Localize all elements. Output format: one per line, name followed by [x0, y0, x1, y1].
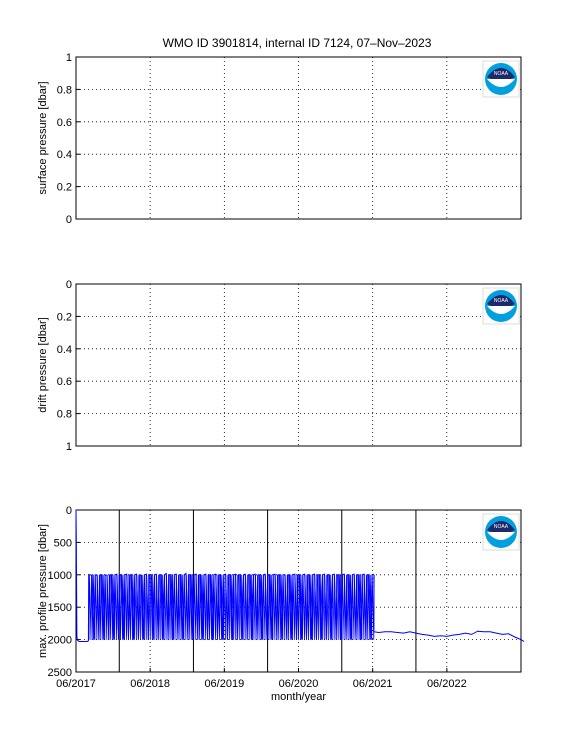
y-tick-label: 0: [66, 505, 72, 517]
y-tick-label: 0.6: [57, 117, 72, 129]
y-axis-label: drift pressure [dbar]: [37, 317, 49, 412]
x-tick-label: 06/2021: [353, 678, 393, 690]
logo-text: NOAA: [494, 71, 509, 77]
x-tick-label: 06/2020: [279, 678, 319, 690]
y-tick-label: 2500: [48, 667, 72, 679]
y-tick-label: 1: [66, 52, 72, 64]
series-oscillation: [88, 574, 375, 640]
panel-3: 0 500 1000 1500 2000 2500 max. profile pressur…: [37, 505, 525, 703]
panels: 0 0.2 0.4 0.6 0.8 1 surface pressure [dbar] NOA…: [37, 52, 525, 703]
y-tick-label: 0: [66, 214, 72, 226]
logo-text: NOAA: [494, 524, 509, 530]
series-tail: [373, 630, 525, 642]
y-tick-label: 0.4: [57, 344, 72, 356]
x-tick-label: 06/2018: [130, 678, 170, 690]
logo-text: NOAA: [494, 298, 509, 304]
x-tick-label: 06/2019: [204, 678, 244, 690]
y-tick-label: 0.2: [57, 182, 72, 194]
figure-title: WMO ID 3901814, internal ID 7124, 07–Nov…: [163, 36, 432, 50]
y-tick-label: 1500: [48, 602, 72, 614]
noaa-logo-icon: NOAA: [482, 60, 520, 98]
x-tick-label: 06/2017: [56, 678, 96, 690]
y-tick-label: 1000: [48, 570, 72, 582]
noaa-logo-icon: NOAA: [482, 513, 520, 551]
y-tick-label: 0.8: [57, 84, 72, 96]
panel-1: 0 0.2 0.4 0.6 0.8 1 surface pressure [dbar] NOA…: [37, 52, 522, 226]
x-tick-label: 06/2022: [427, 678, 467, 690]
y-tick-label: 0.6: [57, 376, 72, 388]
y-tick-label: 500: [54, 537, 72, 549]
y-tick-label: 0.8: [57, 409, 72, 421]
noaa-logo-icon: NOAA: [482, 287, 520, 325]
y-tick-label: 2000: [48, 635, 72, 647]
y-axis-label: max. profile pressure [dbar]: [37, 524, 49, 658]
y-tick-label: 0.4: [57, 149, 72, 161]
y-tick-label: 0.2: [57, 311, 72, 323]
y-tick-label: 1: [66, 441, 72, 453]
y-tick-label: 0: [66, 279, 72, 291]
x-axis-label: month/year: [271, 691, 326, 703]
panel-2: 0 0.2 0.4 0.6 0.8 1 drift pressure [dbar] NOAA: [37, 279, 522, 453]
y-axis-label: surface pressure [dbar]: [37, 81, 49, 194]
